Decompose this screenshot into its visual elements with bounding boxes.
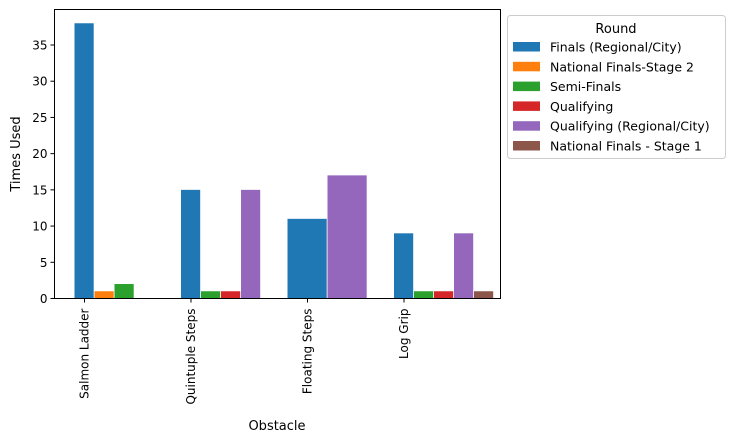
x-axis-ticks: Salmon Ladder Quintuple Steps Floating Ste… xyxy=(78,298,411,405)
bar-qualifying-regional-city- xyxy=(327,175,367,299)
y-tick-label: 30 xyxy=(32,75,47,89)
bars-group xyxy=(74,23,494,299)
y-axis-ticks: 0 5 10 15 20 25 30 35 xyxy=(32,38,55,306)
y-tick-label: 25 xyxy=(32,111,47,125)
legend-label: Finals (Regional/City) xyxy=(550,40,682,55)
legend-label: Qualifying (Regional/City) xyxy=(550,119,710,134)
y-tick-label: 5 xyxy=(40,256,48,270)
legend-title: Round xyxy=(595,22,636,37)
legend-swatch xyxy=(513,101,540,111)
bar-finals-regional-city- xyxy=(74,23,94,299)
bar-finals-regional-city- xyxy=(394,233,414,299)
bar-qualifying-regional-city- xyxy=(454,233,474,299)
bar-semi-finals xyxy=(201,291,221,299)
legend-items: Finals (Regional/City) National Finals-St… xyxy=(513,40,710,154)
x-axis-label: Obstacle xyxy=(248,419,305,434)
x-tick-label: Salmon Ladder xyxy=(78,308,92,398)
plot-frame xyxy=(54,9,501,299)
legend-swatch xyxy=(513,81,540,92)
x-tick-label: Quintuple Steps xyxy=(184,309,198,405)
x-tick-label: Log Grip xyxy=(397,309,411,359)
y-tick-label: 0 xyxy=(40,292,48,306)
legend-swatch xyxy=(513,121,540,131)
bar-qualifying xyxy=(434,291,454,299)
legend: Round Finals (Regional/City) National Fin… xyxy=(507,15,726,159)
y-tick-label: 15 xyxy=(32,183,47,197)
legend-label: National Finals - Stage 1 xyxy=(550,139,702,154)
legend-label: National Finals-Stage 2 xyxy=(550,59,694,74)
bar-national-finals-stage-1 xyxy=(474,291,494,299)
y-tick-label: 35 xyxy=(32,38,47,52)
bar-semi-finals xyxy=(414,291,434,299)
bar-national-finals-stage-2 xyxy=(94,291,114,299)
legend-label: Semi-Finals xyxy=(550,79,621,94)
legend-swatch xyxy=(513,61,540,72)
legend-box xyxy=(507,15,726,159)
y-tick-label: 20 xyxy=(32,147,47,161)
x-tick-label: Floating Steps xyxy=(301,309,315,395)
bar-semi-finals xyxy=(114,284,134,299)
bar-finals-regional-city- xyxy=(181,189,201,299)
legend-swatch xyxy=(513,42,540,52)
bar-finals-regional-city- xyxy=(287,218,327,299)
bar-qualifying xyxy=(221,291,241,299)
bar-qualifying-regional-city- xyxy=(241,189,261,299)
legend-swatch xyxy=(513,141,540,151)
y-tick-label: 10 xyxy=(32,220,47,234)
y-axis-label: Times Used xyxy=(9,116,24,192)
legend-label: Qualifying xyxy=(550,99,613,114)
